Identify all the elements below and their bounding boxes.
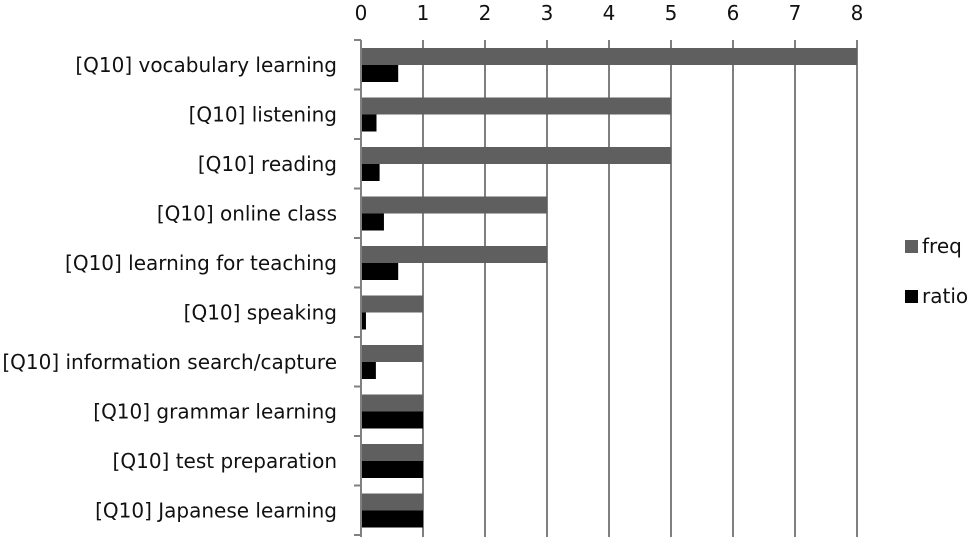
bar-freq-2 bbox=[361, 147, 671, 164]
bar-freq-7 bbox=[361, 394, 423, 412]
category-label-4: [Q10] learning for teaching bbox=[65, 251, 337, 275]
bar-ratio-3 bbox=[361, 213, 384, 231]
x-axis-ticks: 0 1 2 3 4 5 6 7 8 bbox=[355, 1, 864, 25]
bar-ratio-9 bbox=[361, 510, 423, 528]
bar-ratio-4 bbox=[361, 263, 399, 280]
bar-freq-8 bbox=[361, 444, 423, 461]
legend-label-freq: freq bbox=[922, 234, 962, 258]
legend: freq ratio bbox=[905, 234, 968, 308]
category-label-2: [Q10] reading bbox=[198, 152, 337, 176]
bar-freq-6 bbox=[361, 345, 423, 362]
x-tick-label-0: 0 bbox=[355, 1, 368, 25]
bar-freq-9 bbox=[361, 493, 423, 511]
bar-ratio-7 bbox=[361, 411, 423, 429]
x-tick-label-4: 4 bbox=[603, 1, 616, 25]
legend-swatch-freq bbox=[905, 240, 918, 253]
bar-ratio-2 bbox=[361, 164, 380, 181]
x-tick-label-1: 1 bbox=[417, 1, 430, 25]
x-tick-label-8: 8 bbox=[851, 1, 864, 25]
bar-ratio-1 bbox=[361, 114, 377, 132]
bar-freq-3 bbox=[361, 196, 547, 214]
category-label-0: [Q10] vocabulary learning bbox=[75, 53, 337, 77]
x-tick-label-6: 6 bbox=[727, 1, 740, 25]
bar-ratio-5 bbox=[361, 312, 366, 330]
category-label-5: [Q10] speaking bbox=[184, 301, 337, 325]
legend-swatch-ratio bbox=[905, 290, 918, 303]
x-tick-label-3: 3 bbox=[541, 1, 554, 25]
category-label-6: [Q10] information search/capture bbox=[2, 350, 337, 374]
bar-ratio-6 bbox=[361, 362, 376, 379]
bar-freq-0 bbox=[361, 48, 857, 65]
category-label-3: [Q10] online class bbox=[157, 202, 337, 226]
category-label-8: [Q10] test preparation bbox=[113, 449, 337, 473]
category-label-9: [Q10] Japanese learning bbox=[95, 499, 337, 523]
category-labels: [Q10] vocabulary learning [Q10] listening… bbox=[2, 53, 337, 523]
bar-freq-1 bbox=[361, 97, 671, 115]
x-tick-label-5: 5 bbox=[665, 1, 678, 25]
x-tick-label-2: 2 bbox=[479, 1, 492, 25]
bars bbox=[361, 48, 857, 528]
bar-ratio-0 bbox=[361, 65, 399, 82]
bar-freq-4 bbox=[361, 246, 547, 263]
legend-label-ratio: ratio bbox=[922, 284, 968, 308]
category-label-1: [Q10] listening bbox=[189, 103, 337, 127]
gridlines bbox=[354, 39, 858, 537]
bar-freq-5 bbox=[361, 295, 423, 313]
category-label-7: [Q10] grammar learning bbox=[93, 400, 337, 424]
x-tick-label-7: 7 bbox=[789, 1, 802, 25]
bar-ratio-8 bbox=[361, 461, 423, 478]
